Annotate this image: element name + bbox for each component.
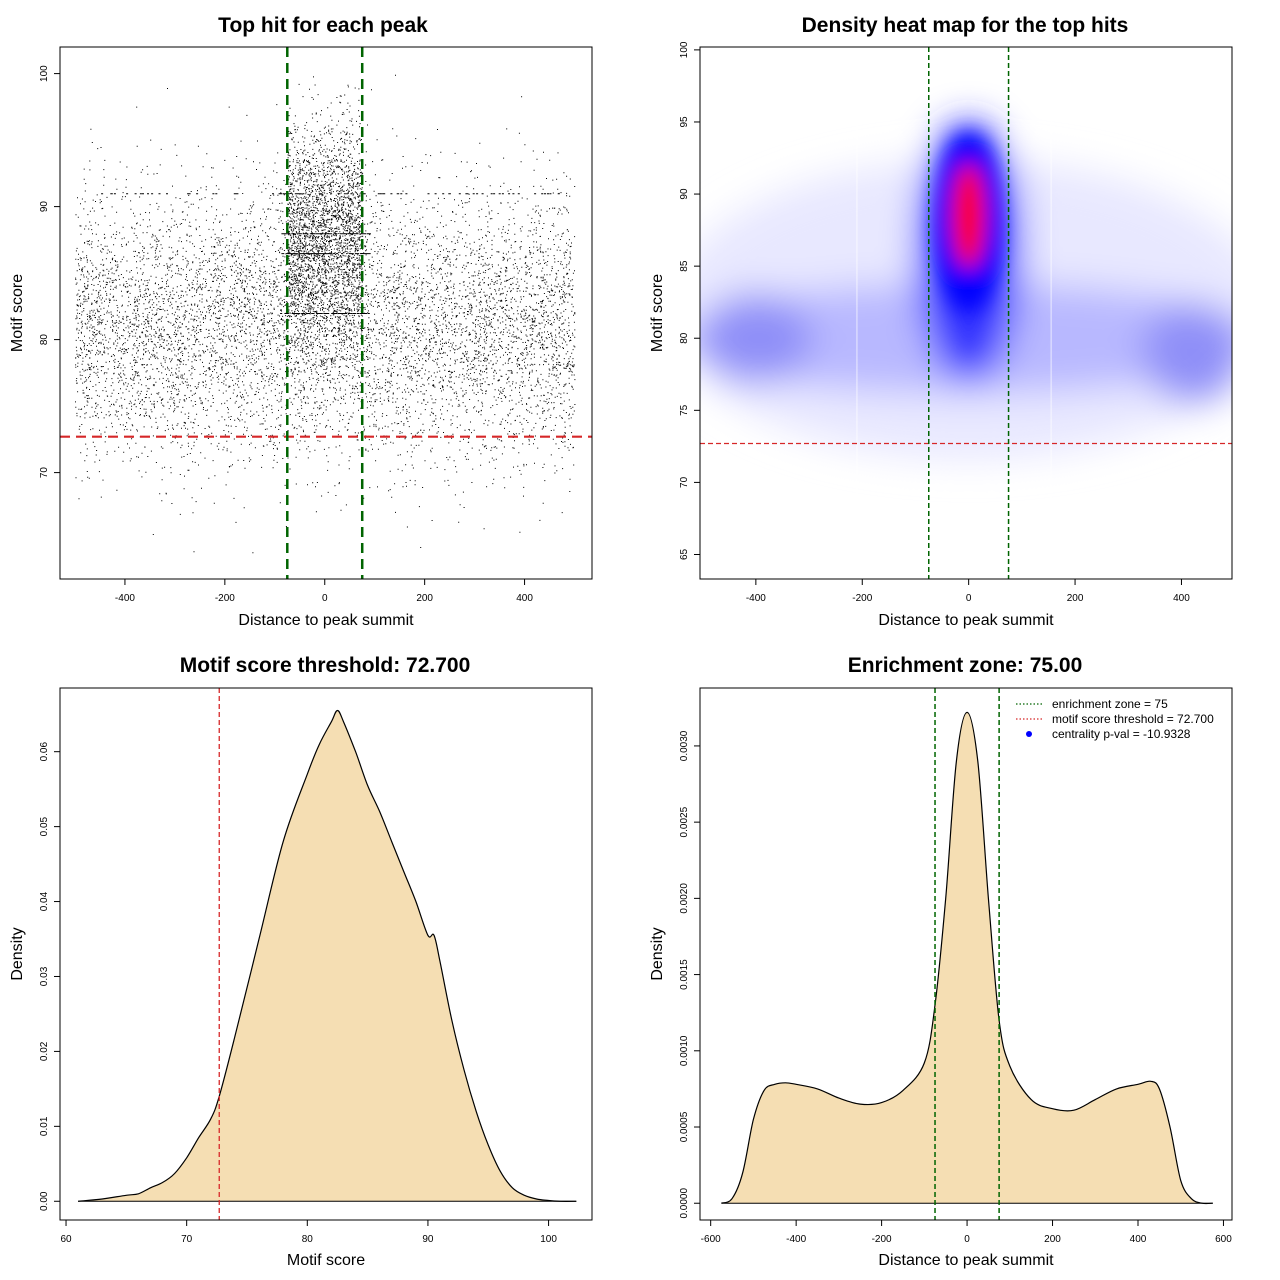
p4-ytick-label-3: 0.0015 xyxy=(679,959,690,990)
p4-density-fill xyxy=(721,712,1213,1204)
p1-xtick-label-2: 0 xyxy=(322,593,328,604)
p1-ytick-label-3: 100 xyxy=(39,65,50,82)
p2-ytick-label-0: 65 xyxy=(679,548,690,560)
p2-xtick-label-1: -200 xyxy=(852,593,872,604)
p2-ytick-label-6: 95 xyxy=(679,116,690,128)
panel3-plot-area xyxy=(78,688,577,1220)
p4-xtick-label-5: 400 xyxy=(1130,1234,1147,1245)
p2-ytick-label-1: 70 xyxy=(679,476,690,488)
panel2-core-red xyxy=(952,163,985,268)
p1-clipped-content xyxy=(60,47,592,579)
p1-xtick-label-3: 200 xyxy=(416,593,433,604)
p4-xtick-label-0: -600 xyxy=(701,1234,721,1245)
panel4-xlabel: Distance to peak summit xyxy=(878,1252,1054,1269)
panel4-ylabel: Density xyxy=(649,927,666,980)
p3-ytick-label-2: 0.02 xyxy=(39,1041,50,1061)
panel2-blob-right xyxy=(1142,302,1232,403)
panel2-x-ticks: -400 -200 0 200 400 xyxy=(746,579,1190,604)
p4-density-curve xyxy=(721,711,1213,1205)
p3-xtick-label-3: 90 xyxy=(422,1234,434,1245)
p4-ytick-label-6: 0.0030 xyxy=(679,730,690,761)
p4-xtick-label-6: 600 xyxy=(1215,1234,1232,1245)
p3-ytick-label-3: 0.03 xyxy=(39,966,50,986)
p2-xtick-label-3: 200 xyxy=(1067,593,1084,604)
panel3-frame xyxy=(59,687,593,1221)
panel3-y-ticks: 0.00 0.01 0.02 0.03 0.04 0.05 0.06 xyxy=(39,742,60,1211)
p1-xtick-label-1: -200 xyxy=(215,593,235,604)
panel2-density-core xyxy=(934,132,1003,313)
p1-xtick-label-4: 400 xyxy=(516,593,533,604)
panel2-plot-area xyxy=(700,47,1232,579)
panel1-plot-area xyxy=(60,47,592,579)
panel2-title: Density heat map for the top hits xyxy=(802,14,1129,37)
p3-ytick-label-4: 0.04 xyxy=(39,891,50,911)
p4-ytick-label-4: 0.0020 xyxy=(679,883,690,914)
p2-ytick-label-5: 90 xyxy=(679,188,690,200)
panel2-frame xyxy=(699,46,1233,580)
p3-ytick-label-0: 0.00 xyxy=(39,1191,50,1211)
panel-heatmap: Density heat map for the top hits -400 -2… xyxy=(649,14,1233,629)
panel4-x-ticks: -600 -400 -200 0 200 400 600 xyxy=(701,1220,1232,1245)
panel3-x-ticks: 60 70 80 90 100 xyxy=(60,1220,557,1245)
p3-xtick-label-2: 80 xyxy=(302,1234,314,1245)
p2-ytick-label-7: 100 xyxy=(679,41,690,58)
panel2-blob-left xyxy=(700,293,811,384)
panel4-plot-area xyxy=(721,688,1213,1220)
panel4-legend: enrichment zone = 75 motif score thresho… xyxy=(1016,697,1214,741)
p3-ytick-label-5: 0.05 xyxy=(39,816,50,836)
legend-threshold-label: motif score threshold = 72.700 xyxy=(1052,712,1214,726)
p1-xtick-label-0: -400 xyxy=(115,593,135,604)
p2-xtick-label-4: 400 xyxy=(1173,593,1190,604)
p3-ytick-label-6: 0.06 xyxy=(39,742,50,762)
p3-clipped-content xyxy=(78,688,577,1220)
panel3-xlabel: Motif score xyxy=(287,1252,365,1269)
p2-ytick-label-4: 85 xyxy=(679,260,690,272)
p4-xtick-label-4: 200 xyxy=(1044,1234,1061,1245)
panel-scatter: Top hit for each peak -400 -200 0 200 400 70… xyxy=(9,14,593,629)
p3-ytick-label-1: 0.01 xyxy=(39,1116,50,1136)
panel2-y-ticks: 65 70 75 80 85 90 95 100 xyxy=(679,41,700,560)
p4-ytick-label-1: 0.0005 xyxy=(679,1111,690,1142)
panel3-title: Motif score threshold: 72.700 xyxy=(180,654,471,677)
panel1-xlabel: Distance to peak summit xyxy=(238,612,414,629)
p2-clipped-content xyxy=(700,47,1232,579)
legend-zone-label: enrichment zone = 75 xyxy=(1052,697,1168,711)
p3-density-curve xyxy=(78,709,577,1202)
p3-xtick-label-4: 100 xyxy=(540,1234,557,1245)
p3-density-fill xyxy=(78,710,577,1202)
panel4-frame xyxy=(699,687,1233,1221)
panel1-frame xyxy=(59,46,593,580)
p4-xtick-label-2: -200 xyxy=(872,1234,892,1245)
p1-ytick-label-2: 90 xyxy=(39,201,50,213)
panel1-title: Top hit for each peak xyxy=(218,14,428,37)
p2-xtick-label-0: -400 xyxy=(746,593,766,604)
p1-ytick-label-1: 80 xyxy=(39,334,50,346)
panel-distance-density: Enrichment zone: 75.00 -600 -400 -200 0 200 4… xyxy=(649,654,1233,1269)
panel-score-density: Motif score threshold: 72.700 60 70 80 90 10… xyxy=(9,654,593,1269)
panel2-ylabel: Motif score xyxy=(649,274,666,352)
legend-pval-dot xyxy=(1026,731,1032,737)
p3-xtick-label-0: 60 xyxy=(60,1234,72,1245)
p2-ytick-label-3: 80 xyxy=(679,332,690,344)
panel4-title: Enrichment zone: 75.00 xyxy=(848,654,1083,677)
panel1-ylabel: Motif score xyxy=(9,274,26,352)
panel1-points xyxy=(75,74,576,554)
panel3-ylabel: Density xyxy=(9,927,26,980)
panel1-y-ticks: 70 80 90 100 xyxy=(39,65,60,478)
p2-xtick-label-2: 0 xyxy=(966,593,972,604)
panel2-xlabel: Distance to peak summit xyxy=(878,612,1054,629)
panel1-x-ticks: -400 -200 0 200 400 xyxy=(115,579,533,604)
p4-ytick-label-2: 0.0010 xyxy=(679,1035,690,1066)
panel4-y-ticks: 0.0000 0.0005 0.0010 0.0015 0.0020 0.0025 0.00… xyxy=(679,730,700,1219)
p4-ytick-label-5: 0.0025 xyxy=(679,806,690,837)
p4-xtick-label-1: -400 xyxy=(786,1234,806,1245)
p3-xtick-label-1: 70 xyxy=(181,1234,193,1245)
p4-xtick-label-3: 0 xyxy=(964,1234,970,1245)
legend-pval-label: centrality p-val = -10.9328 xyxy=(1052,727,1191,741)
p1-ytick-label-0: 70 xyxy=(39,467,50,479)
p2-ytick-label-2: 75 xyxy=(679,404,690,416)
p4-ytick-label-0: 0.0000 xyxy=(679,1188,690,1219)
p4-clipped-content xyxy=(721,688,1213,1220)
